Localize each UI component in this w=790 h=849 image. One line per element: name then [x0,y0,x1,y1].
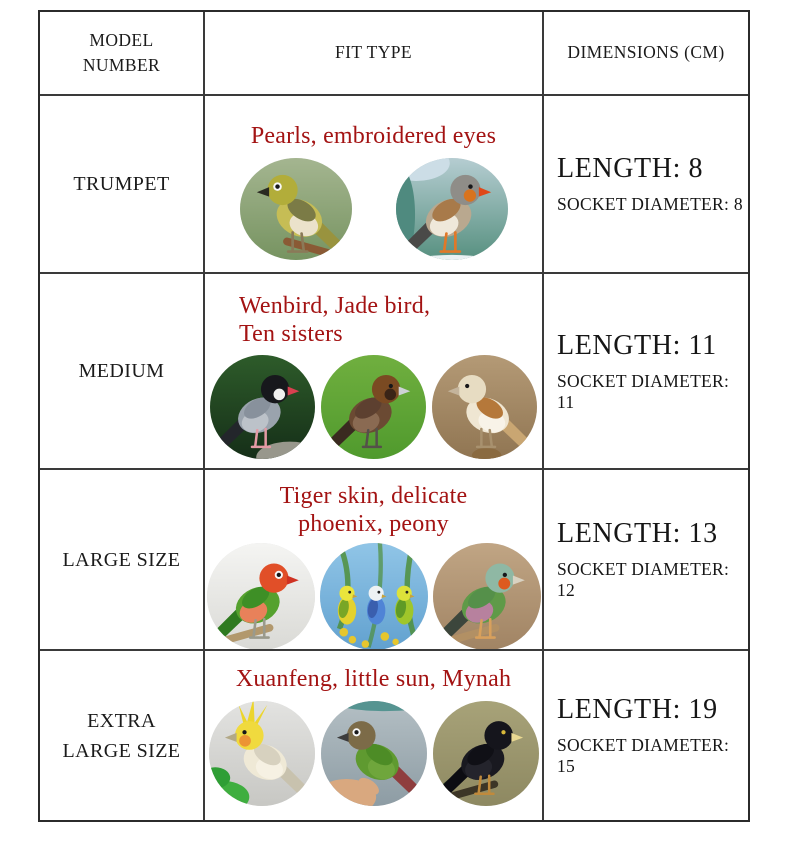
model-label: MEDIUM [78,360,165,382]
dimensions-cell-trumpet: LENGTH: 8 SOCKET DIAMETER: 8 [544,96,748,274]
length-value: LENGTH: 13 [557,518,718,549]
header-fit-type: FIT TYPE [205,12,544,96]
length-value: LENGTH: 11 [557,329,717,361]
fit-caption-line: phoenix, peony [298,511,449,538]
model-label: LARGE SIZE [62,548,181,571]
header-fit-type-label: FIT TYPE [335,42,412,63]
budgerigars-photo [319,542,428,649]
zebra-finch-photo [395,158,508,261]
header-model-number: MODEL NUMBER [40,12,205,96]
fit-cell-trumpet: Pearls, embroidered eyes [205,96,544,274]
bird-photos-group [206,542,541,649]
bird-photos-group [210,354,537,459]
java-sparrow-photo [210,354,315,459]
bird-photos-group [208,701,539,807]
dimensions-cell-extra-large: LENGTH: 19 SOCKET DIAMETER: 15 [544,651,748,820]
model-label: TRUMPET [73,173,170,195]
dimensions-cell-medium: LENGTH: 11 SOCKET DIAMETER: 11 [544,274,748,470]
bird-photos-group [239,158,508,261]
fit-caption-line: Wenbird, Jade bird, [239,293,431,319]
fit-caption: Wenbird, Jade bird, Ten sisters [239,292,430,349]
conure-parrot-photo [320,701,427,807]
socket-diameter-value: SOCKET DIAMETER: 12 [557,559,730,600]
model-cell-trumpet: TRUMPET [40,96,205,274]
header-dimensions: DIMENSIONS (CM) [544,12,748,96]
fit-cell-large: Tiger skin, delicate phoenix, peony [205,470,544,651]
fit-caption: Pearls, embroidered eyes [251,122,496,150]
header-dimensions-label: DIMENSIONS (CM) [567,42,725,63]
model-label: EXTRA [87,709,156,732]
header-model-number-label: MODEL NUMBER [82,29,161,75]
model-cell-large: LARGE SIZE [40,470,205,651]
socket-diameter-value: SOCKET DIAMETER: 11 [557,370,730,412]
spotted-munia-photo [321,354,426,459]
lovebird-photo [206,542,315,649]
model-label: LARGE SIZE [62,739,181,762]
gouldian-finch-photo [432,542,541,649]
fit-caption: Tiger skin, delicate phoenix, peony [280,482,468,539]
society-finch-photo [432,354,537,459]
fit-caption-line: Ten sisters [239,321,343,348]
fit-caption-line: Pearls, embroidered eyes [250,123,497,149]
length-value: LENGTH: 8 [557,153,704,184]
fit-cell-medium: Wenbird, Jade bird, Ten sisters [205,274,544,470]
fit-caption-line: Xuanfeng, little sun, Mynah [235,666,512,692]
model-cell-extra-large: EXTRA LARGE SIZE [40,651,205,820]
fit-caption: Xuanfeng, little sun, Mynah [236,665,511,693]
japanese-white-eye-photo [239,158,352,261]
fit-caption-line: Tiger skin, delicate [279,483,468,509]
length-value: LENGTH: 19 [557,694,718,725]
socket-diameter-value: SOCKET DIAMETER: 8 [557,194,743,214]
cockatiel-photo [208,701,315,807]
mynah-photo [432,701,539,807]
fit-cell-extra-large: Xuanfeng, little sun, Mynah [205,651,544,820]
dimensions-cell-large: LENGTH: 13 SOCKET DIAMETER: 12 [544,470,748,651]
socket-diameter-value: SOCKET DIAMETER: 15 [557,735,730,776]
size-chart-table: MODEL NUMBER FIT TYPE DIMENSIONS (CM) TR… [38,10,750,822]
model-cell-medium: MEDIUM [40,274,205,470]
